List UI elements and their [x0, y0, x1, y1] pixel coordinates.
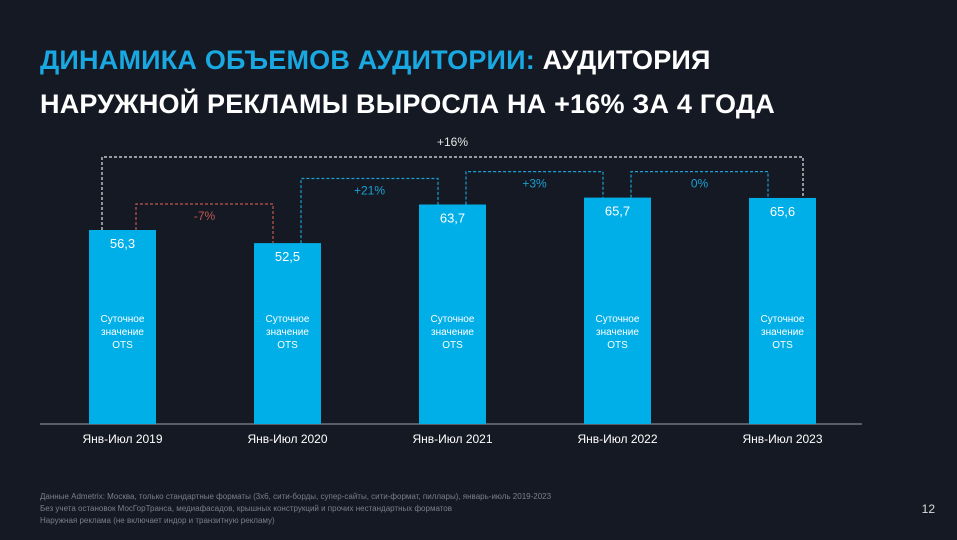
change-connector — [101, 156, 804, 230]
bar — [89, 230, 156, 424]
title-line2: НАРУЖНОЙ РЕКЛАМЫ ВЫРОСЛА НА +16% ЗА 4 ГО… — [40, 89, 775, 119]
x-tick-label: Янв-Июл 2019 — [82, 432, 162, 446]
data-label: 56,3 — [110, 236, 135, 251]
change-label: -7% — [194, 209, 216, 223]
change-connector — [630, 171, 769, 198]
bar — [584, 197, 651, 424]
bar-inner-label: значение — [761, 327, 804, 338]
footnote: Данные Admetrix: Москва, только стандарт… — [40, 492, 552, 501]
bar-inner-label: OTS — [772, 340, 793, 351]
bar-inner-label: Суточное — [596, 314, 640, 325]
footnote: Без учета остановок МосГорТранса, медиаф… — [40, 504, 452, 513]
data-label: 65,7 — [605, 204, 630, 219]
bar-inner-label: значение — [266, 327, 309, 338]
data-label: 52,5 — [275, 249, 300, 264]
footnotes: Данные Admetrix: Москва, только стандарт… — [40, 491, 551, 527]
bar — [419, 204, 486, 424]
bar-inner-label: значение — [596, 327, 639, 338]
change-label: +21% — [354, 184, 385, 198]
bar — [254, 243, 321, 424]
bar-inner-label: Суточное — [761, 314, 805, 325]
x-tick-label: Янв-Июл 2021 — [412, 432, 492, 446]
bar-inner-label: OTS — [442, 340, 463, 351]
data-label: 63,7 — [440, 211, 465, 226]
change-label: +16% — [437, 135, 468, 149]
bar-inner-label: значение — [101, 327, 144, 338]
change-connector — [300, 177, 439, 244]
data-label: 65,6 — [770, 204, 795, 219]
x-tick-label: Янв-Июл 2020 — [247, 432, 327, 446]
title-highlight: ДИНАМИКА ОБЪЕМОВ АУДИТОРИИ: — [40, 45, 535, 75]
bar-inner-label: Суточное — [266, 314, 310, 325]
change-label: +3% — [522, 177, 547, 191]
title-rest: АУДИТОРИЯ — [542, 45, 711, 75]
bar — [749, 197, 816, 424]
bar-inner-label: Суточное — [431, 314, 475, 325]
x-tick-label: Янв-Июл 2022 — [577, 432, 657, 446]
bar-inner-label: значение — [431, 327, 474, 338]
change-connector — [465, 171, 604, 205]
bar-inner-label: OTS — [607, 340, 628, 351]
x-tick-label: Янв-Июл 2023 — [742, 432, 822, 446]
slide-title: ДИНАМИКА ОБЪЕМОВ АУДИТОРИИ: АУДИТОРИЯ НА… — [40, 38, 775, 126]
bar-inner-label: OTS — [277, 340, 298, 351]
bar-inner-label: Суточное — [101, 314, 145, 325]
change-label: 0% — [691, 177, 709, 191]
change-connector — [135, 203, 274, 244]
bar-inner-label: OTS — [112, 340, 133, 351]
page-number: 12 — [921, 502, 935, 516]
footnote: Наружная реклама (не включает индор и тр… — [40, 516, 275, 525]
